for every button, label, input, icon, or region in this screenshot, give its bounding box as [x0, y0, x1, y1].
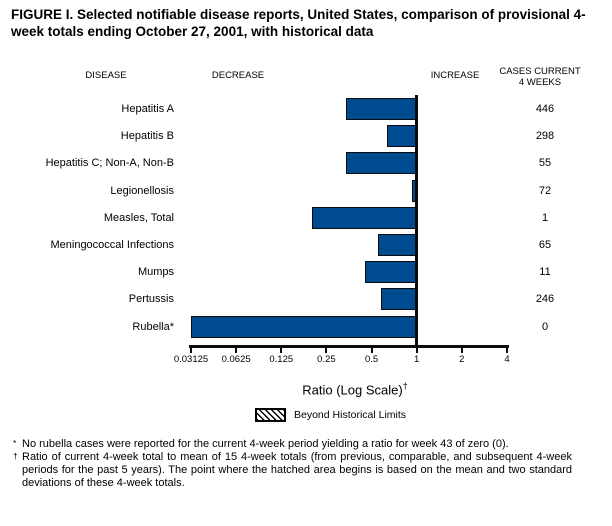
axis-tick [505, 348, 508, 353]
ratio-bar [346, 98, 417, 120]
axis-tick-label: 2 [459, 354, 465, 365]
axis-tick-label: 0.125 [269, 354, 294, 365]
legend-label: Beyond Historical Limits [294, 409, 407, 421]
cases-value: 72 [538, 184, 552, 197]
column-header-cases-line2: 4 WEEKS [518, 76, 562, 88]
axis-tick [235, 348, 238, 353]
ratio-1-baseline [415, 95, 418, 348]
column-header-increase: INCREASE [430, 70, 480, 81]
ratio-bar [346, 152, 417, 175]
footnote-rubella-text: No rubella cases were reported for the c… [22, 438, 509, 450]
cases-value: 65 [538, 239, 552, 251]
figure-title: FIGURE I. Selected notifiable disease re… [11, 7, 586, 39]
x-axis-label-dagger: † [402, 381, 408, 391]
x-axis-label-text: Ratio (Log Scale) [302, 382, 403, 398]
cases-value: 446 [535, 103, 555, 115]
footnote-ratio-text: Ratio of current 4-week total to mean of… [22, 450, 572, 489]
disease-label: Legionellosis [110, 184, 174, 197]
column-header-cases-line1: CASES CURRENT [499, 66, 581, 77]
column-header-cases: CASES CURRENT 4 WEEKS [499, 66, 581, 88]
disease-label: Meningococcal Infections [50, 239, 174, 251]
disease-label: Measles, Total [103, 211, 174, 224]
axis-tick-label: 1 [414, 354, 420, 365]
ratio-bar [311, 206, 417, 229]
disease-label: Hepatitis A [121, 103, 174, 115]
cases-value: 298 [535, 130, 555, 143]
disease-label: Mumps [137, 266, 174, 279]
cases-value: 0 [541, 320, 549, 333]
ratio-bar [377, 234, 417, 256]
cases-value: 246 [535, 293, 555, 306]
footnote-ratio-definition: † Ratio of current 4-week total to mean o… [12, 451, 572, 490]
ratio-bar [386, 125, 417, 148]
ratio-bar [191, 315, 417, 338]
x-axis-label: Ratio (Log Scale)† [302, 379, 407, 397]
axis-tick-label: 0.25 [317, 354, 336, 365]
ratio-bar [364, 261, 417, 284]
legend-hatch-swatch [255, 408, 286, 422]
axis-tick-label: 0.5 [364, 354, 379, 365]
axis-tick [370, 348, 373, 353]
disease-label: Pertussis [128, 293, 174, 306]
cases-value: 55 [538, 157, 552, 170]
footnote-ratio-marker: † [13, 450, 18, 461]
axis-tick [190, 348, 192, 353]
axis-tick-label: 0.03125 [173, 354, 209, 365]
axis-tick [325, 348, 328, 353]
disease-label: Hepatitis C; Non-A, Non-B [45, 157, 174, 170]
column-header-disease: DISEASE [85, 70, 127, 81]
x-axis-line [189, 345, 509, 348]
footnotes: * No rubella cases were reported for the … [12, 438, 572, 490]
footnote-rubella: * No rubella cases were reported for the … [12, 438, 572, 451]
disease-label: Hepatitis B [120, 130, 174, 143]
axis-tick [460, 348, 463, 353]
axis-tick-label: 0.0625 [221, 354, 251, 365]
disease-label: Rubella* [132, 320, 174, 333]
axis-tick-label: 4 [504, 354, 510, 365]
footnote-rubella-marker: * [13, 438, 17, 448]
cases-value: 1 [541, 211, 549, 224]
cases-value: 11 [539, 266, 551, 279]
ratio-bar [381, 288, 417, 311]
axis-tick [415, 348, 418, 353]
axis-tick [280, 348, 283, 353]
column-header-decrease: DECREASE [211, 70, 265, 81]
